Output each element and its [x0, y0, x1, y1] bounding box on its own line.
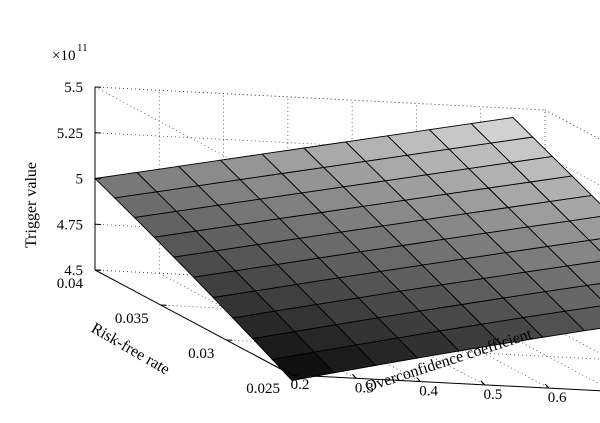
z-tick-label: 4.75: [57, 217, 83, 233]
z-tick-label: 5.5: [64, 80, 83, 96]
y-axis-label: Risk-free rate: [88, 320, 172, 378]
x-tick-label: 0.3: [355, 380, 374, 396]
x-tick-mark: [480, 380, 486, 386]
box-edge: [94, 86, 546, 111]
x-tick-label: 0.2: [291, 377, 310, 393]
y-tick-label: 0.03: [188, 346, 214, 362]
y-tick-label: 0.04: [57, 276, 84, 292]
z-axis-label: Trigger value: [23, 162, 40, 248]
x-axis-line: [291, 374, 600, 392]
y-axis-line: [94, 269, 293, 376]
x-tick-label: 0.6: [548, 390, 567, 406]
y-tick-label: 0.025: [246, 381, 280, 397]
x-tick-mark: [351, 373, 357, 379]
z-tick-label: 5: [76, 172, 84, 188]
y-tick-label: 0.035: [115, 311, 149, 327]
wall-gridline-z: [94, 86, 546, 111]
z-tick-label: 4.5: [64, 263, 83, 279]
surface-cell: [94, 171, 158, 199]
x-tick-mark: [416, 377, 421, 382]
z-multiplier-base: ×10: [52, 48, 75, 64]
x-tick-label: 0.4: [419, 384, 438, 400]
z-multiplier: ×10 11: [52, 42, 88, 64]
z-multiplier-exponent: 11: [77, 42, 88, 54]
x-tick-label: 0.5: [483, 387, 502, 403]
tick-labels: 4.5 4.75 5 5.25 5.5 0.025 0.03 0.035 0.04 0.2 0.3 0…: [57, 80, 567, 406]
x-tick-mark: [287, 370, 293, 376]
x-tick-mark: [544, 383, 550, 389]
surface: [94, 117, 600, 381]
z-tick-label: 5.25: [57, 126, 83, 142]
